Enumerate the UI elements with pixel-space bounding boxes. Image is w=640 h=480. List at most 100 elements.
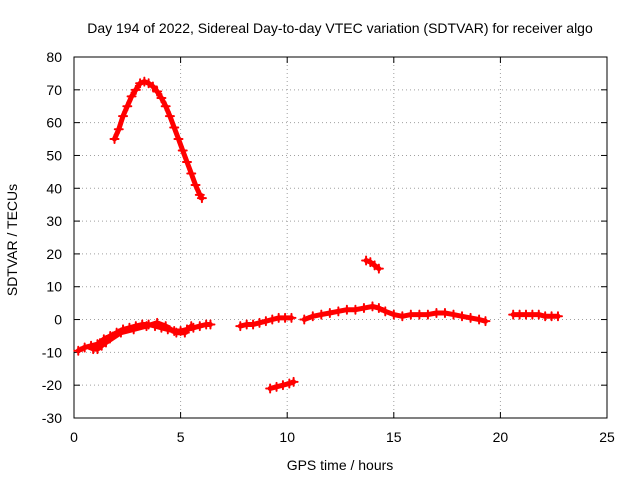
- data-point: [160, 101, 171, 112]
- data-point: [147, 81, 158, 92]
- y-axis-label: SDTVAR / TECUs: [4, 184, 20, 296]
- data-point: [130, 84, 141, 95]
- data-point: [160, 321, 171, 332]
- data-point: [152, 317, 163, 328]
- data-point: [271, 381, 282, 392]
- data-point: [139, 76, 150, 87]
- y-tick-label: 30: [46, 213, 62, 229]
- data-point: [422, 309, 433, 320]
- y-tick-label: 0: [54, 312, 62, 328]
- data-point: [277, 380, 288, 391]
- data-point: [380, 306, 391, 317]
- y-tick-label: -30: [42, 410, 62, 426]
- data-point: [171, 327, 182, 338]
- data-point: [118, 111, 129, 122]
- y-tick-label: 10: [46, 279, 62, 295]
- series-arc-low: [265, 376, 299, 394]
- data-point: [431, 307, 442, 318]
- chart-title: Day 194 of 2022, Sidereal Day-to-day VTE…: [87, 20, 593, 36]
- series-arc-spike: [361, 255, 384, 274]
- grid: [74, 57, 607, 418]
- series-arc-main-2: [88, 317, 197, 355]
- data-point: [373, 303, 384, 314]
- data-point: [196, 193, 207, 204]
- data-point: [194, 321, 205, 332]
- data-point: [79, 342, 90, 353]
- data-point: [405, 309, 416, 320]
- data-point: [288, 376, 299, 387]
- x-tick-label: 15: [386, 429, 402, 445]
- data-point: [156, 93, 167, 104]
- data-point: [177, 145, 188, 156]
- x-tick-label: 0: [70, 429, 78, 445]
- y-tick-label: -20: [42, 377, 62, 393]
- data-marks: [73, 76, 563, 394]
- data-point: [235, 321, 246, 332]
- y-tick-label: 40: [46, 180, 62, 196]
- data-point: [480, 316, 491, 327]
- x-tick-label: 25: [599, 429, 615, 445]
- data-point: [397, 311, 408, 322]
- data-point: [414, 309, 425, 320]
- data-point: [267, 314, 278, 325]
- data-point: [126, 91, 137, 102]
- x-tick-label: 10: [279, 429, 295, 445]
- data-point: [205, 319, 216, 330]
- data-point: [333, 306, 344, 317]
- data-point: [109, 134, 120, 145]
- data-point: [190, 179, 201, 190]
- data-point: [361, 255, 372, 266]
- data-point: [115, 327, 126, 338]
- data-point: [152, 86, 163, 97]
- series-arc-mid-2: [299, 301, 491, 327]
- data-point: [113, 124, 124, 135]
- data-point: [164, 111, 175, 122]
- data-point: [388, 309, 399, 320]
- data-point: [448, 309, 459, 320]
- data-point: [350, 304, 361, 315]
- series-arc-late: [508, 309, 563, 322]
- data-point: [254, 317, 265, 328]
- series-trace: [112, 79, 205, 201]
- data-point: [265, 383, 276, 394]
- data-point: [73, 345, 84, 356]
- data-point: [552, 311, 563, 322]
- data-point: [465, 312, 476, 323]
- data-point: [169, 122, 180, 133]
- y-tick-label: 20: [46, 246, 62, 262]
- axis-ticks: 0 5 10 15 20 25 -30 -20 -10 0 10 20 30 40 50 60 70 80: [42, 49, 615, 445]
- data-point: [299, 314, 310, 325]
- data-point: [186, 321, 197, 332]
- data-point: [307, 311, 318, 322]
- y-tick-label: 60: [46, 115, 62, 131]
- x-tick-label: 5: [177, 429, 185, 445]
- data-point: [373, 263, 384, 274]
- data-point: [260, 316, 271, 327]
- data-point: [324, 307, 335, 318]
- data-point: [128, 324, 139, 335]
- y-tick-label: 70: [46, 82, 62, 98]
- data-point: [186, 168, 197, 179]
- plot-frame: [73, 56, 608, 419]
- data-point: [457, 311, 468, 322]
- data-point: [439, 307, 450, 318]
- series-arc-high: [109, 76, 207, 204]
- data-point: [135, 78, 146, 89]
- data-point: [358, 303, 369, 314]
- y-tick-label: 50: [46, 147, 62, 163]
- data-point: [474, 314, 485, 325]
- data-point: [173, 134, 184, 145]
- data-point: [141, 321, 152, 332]
- y-tick-label: 80: [46, 49, 62, 65]
- data-point: [286, 312, 297, 323]
- data-point: [284, 378, 295, 389]
- series-arc-mid: [235, 312, 297, 332]
- data-point: [533, 309, 544, 320]
- data-point: [367, 301, 378, 312]
- data-point: [316, 309, 327, 320]
- data-point: [248, 319, 259, 330]
- data-point: [181, 157, 192, 168]
- y-tick-label: -10: [42, 344, 62, 360]
- x-tick-label: 20: [493, 429, 509, 445]
